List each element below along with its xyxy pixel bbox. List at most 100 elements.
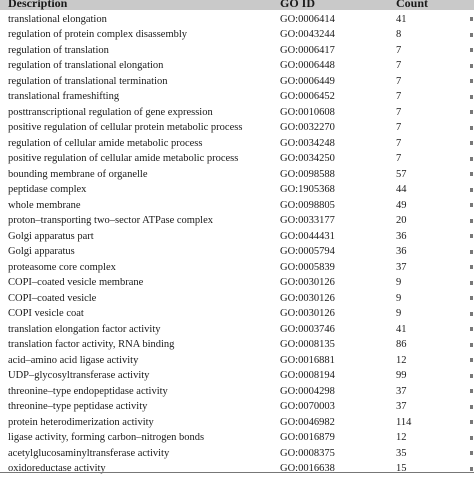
cell-description: oxidoreductase activity bbox=[8, 463, 106, 474]
table-row: acid–amino acid ligase activity GO:001688… bbox=[0, 353, 474, 369]
cell-description: proteasome core complex bbox=[8, 261, 116, 273]
cell-go-id: GO:0010608 bbox=[280, 106, 335, 118]
clipped-column-mark bbox=[470, 234, 473, 239]
clipped-column-mark bbox=[470, 466, 473, 471]
table-row: ligase activity, forming carbon–nitrogen… bbox=[0, 430, 474, 446]
table-row: regulation of translational termination G… bbox=[0, 74, 474, 90]
cell-count: 7 bbox=[396, 60, 402, 71]
cell-description: Golgi apparatus part bbox=[8, 230, 94, 242]
clipped-column-mark bbox=[470, 389, 473, 394]
table-row: translational elongation GO:0006414 41 bbox=[0, 12, 474, 28]
cell-count: 36 bbox=[396, 246, 407, 257]
table-header-background bbox=[0, 0, 474, 10]
cell-count: 49 bbox=[396, 199, 407, 211]
clipped-column-mark bbox=[470, 420, 473, 425]
cell-count: 20 bbox=[396, 215, 407, 226]
cell-description: ligase activity, forming carbon–nitrogen… bbox=[8, 432, 205, 443]
cell-count: 8 bbox=[396, 29, 402, 40]
cell-go-id: GO:0034250 bbox=[280, 153, 335, 164]
cell-count: 7 bbox=[396, 137, 402, 149]
cell-count: 37 bbox=[396, 401, 407, 412]
cell-go-id: GO:0008194 bbox=[280, 370, 335, 381]
cell-go-id: GO:0006452 bbox=[280, 91, 335, 102]
cell-description: translation elongation factor activity bbox=[8, 323, 161, 335]
clipped-column-mark bbox=[470, 48, 473, 53]
cell-description: COPI–coated vesicle bbox=[8, 292, 97, 304]
table-row: regulation of translation GO:0006417 7 bbox=[0, 43, 474, 59]
table-row: Golgi apparatus part GO:0044431 36 bbox=[0, 229, 474, 245]
cell-count: 9 bbox=[396, 277, 402, 288]
cell-count: 44 bbox=[396, 184, 407, 195]
cell-go-id: GO:0016881 bbox=[280, 354, 335, 366]
clipped-column-mark bbox=[470, 342, 473, 347]
cell-description: whole membrane bbox=[8, 199, 81, 211]
cell-count: 15 bbox=[396, 463, 407, 474]
table-row: acetylglucosaminyltransferase activity GO… bbox=[0, 446, 474, 462]
cell-description: acetylglucosaminyltransferase activity bbox=[8, 447, 170, 459]
cell-go-id: GO:0043244 bbox=[280, 29, 335, 40]
cell-go-id: GO:0070003 bbox=[280, 401, 335, 412]
clipped-column-mark bbox=[470, 110, 473, 115]
table-header-row: Description GO ID Count bbox=[0, 0, 474, 10]
cell-description: translational elongation bbox=[8, 13, 107, 25]
clipped-column-mark bbox=[470, 327, 473, 332]
clipped-column-mark bbox=[470, 451, 473, 456]
header-description: Description bbox=[8, 0, 68, 10]
cell-go-id: GO:0005839 bbox=[280, 261, 335, 273]
table-row: positive regulation of cellular protein … bbox=[0, 120, 474, 136]
clipped-column-mark bbox=[470, 172, 473, 177]
cell-go-id: GO:0098805 bbox=[280, 199, 335, 211]
cell-description: bounding membrane of organelle bbox=[8, 168, 148, 180]
cell-go-id: GO:0008375 bbox=[280, 447, 335, 459]
cell-description: threonine–type endopeptidase activity bbox=[8, 385, 168, 397]
table-row: regulation of cellular amide metabolic p… bbox=[0, 136, 474, 152]
cell-go-id: GO:0046982 bbox=[280, 416, 335, 428]
table-row: COPI vesicle coat GO:0030126 9 bbox=[0, 306, 474, 322]
cell-count: 35 bbox=[396, 447, 407, 459]
table-row: oxidoreductase activity GO:0016638 15 bbox=[0, 461, 474, 477]
cell-description: acid–amino acid ligase activity bbox=[8, 354, 139, 366]
header-go-id: GO ID bbox=[280, 0, 316, 10]
cell-count: 36 bbox=[396, 230, 407, 242]
cell-description: regulation of cellular amide metabolic p… bbox=[8, 137, 203, 149]
clipped-column-mark bbox=[470, 156, 473, 161]
cell-go-id: GO:0006417 bbox=[280, 44, 335, 56]
cell-count: 7 bbox=[396, 91, 402, 102]
cell-count: 9 bbox=[396, 308, 402, 319]
cell-go-id: GO:0016638 bbox=[280, 463, 335, 474]
cell-go-id: GO:0030126 bbox=[280, 308, 335, 319]
clipped-column-mark bbox=[470, 187, 473, 192]
table-row: threonine–type endopeptidase activity GO:… bbox=[0, 384, 474, 400]
clipped-column-mark bbox=[470, 141, 473, 146]
clipped-column-mark bbox=[470, 404, 473, 409]
table-row: proton–transporting two–sector ATPase co… bbox=[0, 213, 474, 229]
cell-go-id: GO:0005794 bbox=[280, 246, 335, 257]
cell-go-id: GO:0044431 bbox=[280, 230, 335, 242]
clipped-column-mark bbox=[470, 311, 473, 316]
table-row: COPI–coated vesicle GO:0030126 9 bbox=[0, 291, 474, 307]
table-bottom-rule bbox=[0, 472, 474, 473]
cell-description: COPI–coated vesicle membrane bbox=[8, 277, 144, 288]
cell-go-id: GO:0003746 bbox=[280, 323, 335, 335]
cell-description: posttranscriptional regulation of gene e… bbox=[8, 106, 213, 118]
cell-description: positive regulation of cellular protein … bbox=[8, 122, 243, 133]
cell-description: regulation of translation bbox=[8, 44, 109, 56]
table-row: peptidase complex GO:1905368 44 bbox=[0, 182, 474, 198]
clipped-column-mark bbox=[470, 63, 473, 68]
cell-go-id: GO:0006449 bbox=[280, 75, 335, 87]
clipped-column-mark bbox=[470, 218, 473, 223]
cell-description: translation factor activity, RNA binding bbox=[8, 339, 175, 350]
clipped-column-mark bbox=[470, 17, 473, 22]
cell-description: UDP–glycosyltransferase activity bbox=[8, 370, 150, 381]
cell-count: 7 bbox=[396, 44, 402, 56]
cell-description: COPI vesicle coat bbox=[8, 308, 84, 319]
clipped-column-mark bbox=[470, 280, 473, 285]
table-row: protein heterodimerization activity GO:00… bbox=[0, 415, 474, 431]
cell-count: 114 bbox=[396, 416, 412, 428]
cell-go-id: GO:0034248 bbox=[280, 137, 335, 149]
cell-count: 57 bbox=[396, 168, 407, 180]
cell-go-id: GO:0006414 bbox=[280, 13, 335, 25]
cell-description: regulation of translational elongation bbox=[8, 60, 164, 71]
cell-go-id: GO:0016879 bbox=[280, 432, 335, 443]
